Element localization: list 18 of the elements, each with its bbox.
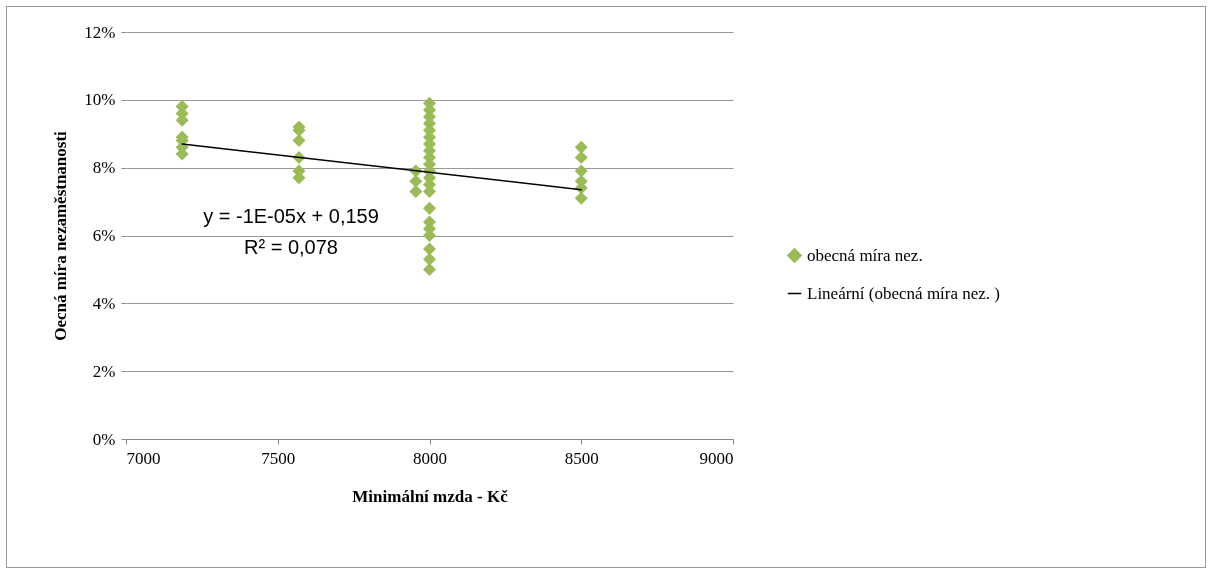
y-tick-label: 6% xyxy=(92,226,116,245)
y-tick-label: 12% xyxy=(84,22,116,42)
x-tick-label: 8500 xyxy=(564,448,599,468)
y-tick-label: 8% xyxy=(92,158,116,178)
legend-label: Lineární (obecná míra nez. ) xyxy=(807,283,1001,303)
annotation: R² = 0,078 xyxy=(244,236,338,258)
x-tick-label: 7500 xyxy=(261,448,296,468)
x-axis-title: Minimální mzda - Kč xyxy=(352,486,509,506)
y-tick-label: 2% xyxy=(92,361,116,381)
y-tick-label: 4% xyxy=(92,293,116,313)
x-tick-label: 7000 xyxy=(126,448,161,468)
y-axis-title: Oecná míra nezaměstnanosti xyxy=(51,130,71,341)
annotation: y = -1E-05x + 0,159 xyxy=(203,205,379,227)
y-tick-label: 0% xyxy=(92,429,116,449)
x-tick-label: 8000 xyxy=(413,448,447,468)
y-tick-label: 10% xyxy=(84,90,116,110)
legend-label: obecná míra nez. xyxy=(807,245,923,265)
x-tick-label: 9000 xyxy=(699,448,734,468)
